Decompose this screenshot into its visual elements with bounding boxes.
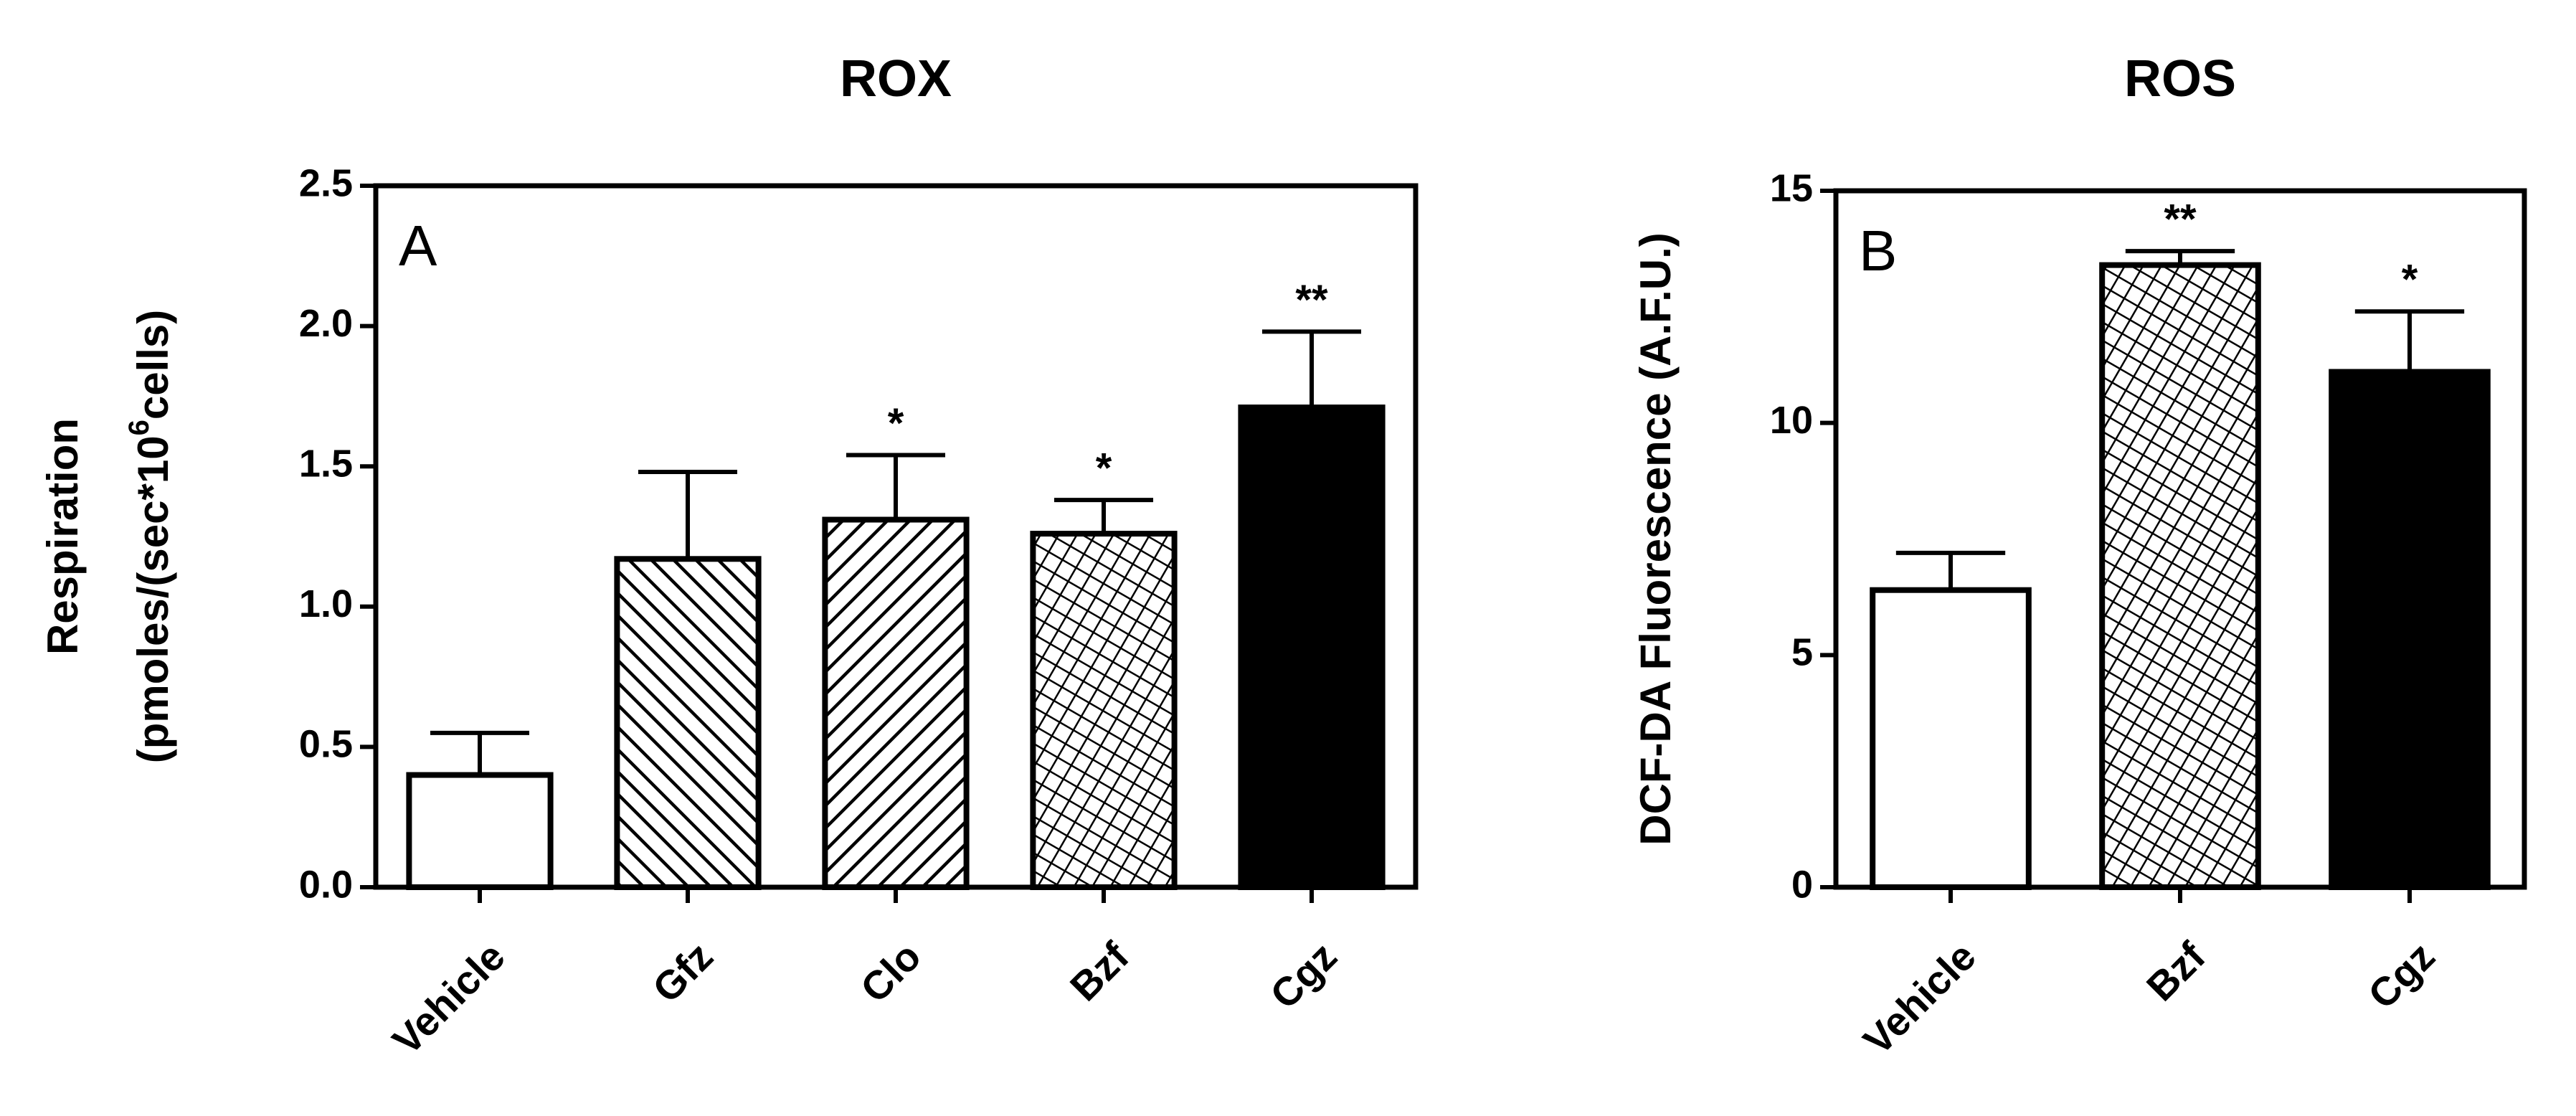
panel-label: B [1859,219,1897,283]
bar [1238,405,1386,890]
y-tick-label: 1.0 [299,582,353,625]
chart-title: ROX [840,50,952,108]
significance-mark: * [2402,257,2418,303]
x-tick-label: Cgz [1261,933,1345,1017]
x-tick-label: Cgz [2359,933,2443,1017]
x-tick-label: Bzf [2138,933,2214,1009]
y-tick-label: 10 [1770,399,1813,442]
y-axis-label-part: 6 [123,420,155,435]
bar [1870,587,2032,890]
significance-mark: ** [2164,196,2197,242]
bar [1030,531,1178,890]
y-tick-label: 15 [1770,166,1813,209]
plot-frame [373,183,1419,890]
x-tick-label: Gfz [644,933,721,1011]
x-tick-label: Clo [852,933,929,1011]
plot-frame [1833,188,2527,890]
x-tick-label: Vehicle [1855,933,1984,1063]
bar [614,556,762,891]
y-tick-label: 5 [1791,631,1813,674]
y-axis-label: DCF-DA Fluorescence (A.F.U.) [1632,232,1680,846]
y-axis-label-part: (pmoles/(sec*10 [129,435,177,763]
y-tick-label: 0 [1791,863,1813,906]
x-tick-label: Bzf [1061,933,1137,1009]
y-tick-label: 2.5 [299,161,353,204]
bar [2099,262,2261,891]
y-tick-label: 2.0 [299,302,353,345]
bar [2329,369,2491,890]
significance-mark: * [888,400,904,447]
y-tick-label: 1.5 [299,442,353,485]
bar [406,772,554,891]
chart-title: ROS [2124,50,2236,108]
significance-mark: * [1096,445,1112,491]
y-axis-label: Respiration [39,418,87,655]
panel-label: A [399,214,437,278]
y-tick-label: 0.0 [299,863,353,906]
y-tick-label: 0.5 [299,723,353,766]
y-axis-label: (pmoles/(sec*106cells) [123,310,177,764]
y-axis-label-part: cells) [129,310,177,420]
x-tick-label: Vehicle [384,933,513,1063]
bar [822,516,970,890]
significance-mark: ** [1295,277,1328,323]
